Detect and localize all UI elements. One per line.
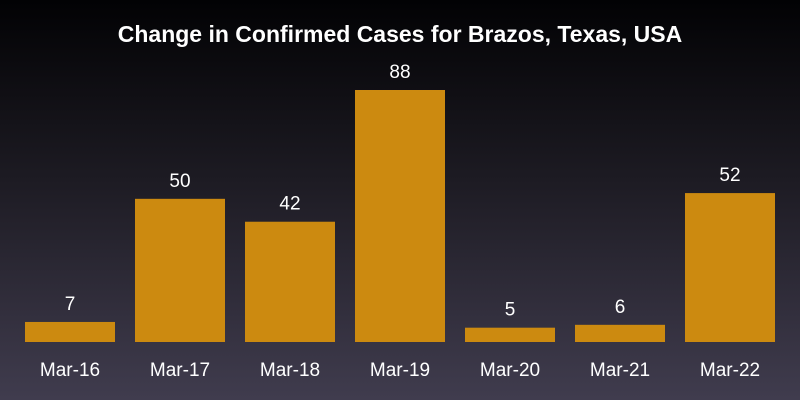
value-labels-layer: 7 50 42 88 5 6 52 xyxy=(65,62,741,321)
x-tick-label-mar-22: Mar-22 xyxy=(700,360,760,381)
x-tick-label-mar-18: Mar-18 xyxy=(260,360,320,381)
bar-mar-21 xyxy=(575,324,665,342)
value-label-mar-20: 5 xyxy=(505,300,516,321)
x-tick-labels-layer: Mar-16 Mar-17 Mar-18 Mar-19 Mar-20 Mar-21 Mar-… xyxy=(40,360,760,381)
bar-mar-19 xyxy=(355,90,445,342)
bar-mar-16 xyxy=(25,321,115,342)
value-label-mar-22: 52 xyxy=(719,165,740,186)
x-tick-label-mar-16: Mar-16 xyxy=(40,360,100,381)
bar-mar-22 xyxy=(685,193,775,342)
x-tick-label-mar-17: Mar-17 xyxy=(150,360,210,381)
bars-layer xyxy=(25,90,775,342)
value-label-mar-21: 6 xyxy=(615,297,626,318)
chart-title: Change in Confirmed Cases for Brazos, Te… xyxy=(117,21,683,47)
bar-mar-18 xyxy=(245,221,335,342)
value-label-mar-16: 7 xyxy=(65,294,76,315)
value-label-mar-19: 88 xyxy=(389,62,410,83)
value-label-mar-17: 50 xyxy=(169,171,190,192)
x-tick-label-mar-19: Mar-19 xyxy=(370,360,430,381)
bar-mar-17 xyxy=(135,198,225,342)
x-tick-label-mar-21: Mar-21 xyxy=(590,360,650,381)
x-tick-label-mar-20: Mar-20 xyxy=(480,360,540,381)
bar-mar-20 xyxy=(465,327,555,342)
value-label-mar-18: 42 xyxy=(279,194,300,215)
